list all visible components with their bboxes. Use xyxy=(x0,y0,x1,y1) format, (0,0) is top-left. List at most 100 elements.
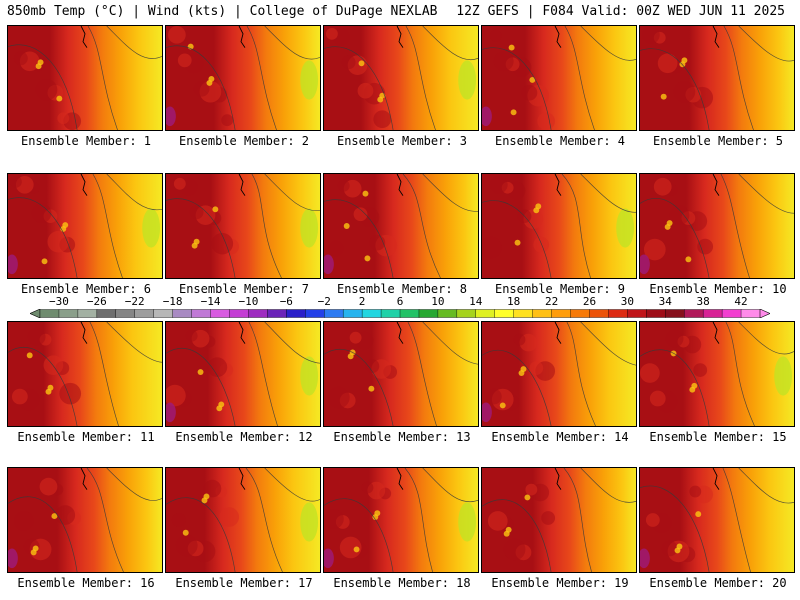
temperature-field xyxy=(324,322,478,426)
temperature-field xyxy=(166,174,320,278)
colorbar-swatch xyxy=(532,309,553,318)
ensemble-member-map xyxy=(165,321,321,427)
colorbar-swatch xyxy=(627,309,647,318)
colorbar-swatch xyxy=(608,309,628,318)
colorbar-swatch xyxy=(229,309,249,318)
colorbar-tick-labels: −30 −26 −22 −18 −14 −10 −6 −2 2 6 10 14 18 22 26 30 34 38… xyxy=(0,295,800,309)
colorbar-swatch xyxy=(77,309,98,318)
temperature-field xyxy=(324,468,478,572)
colorbar-swatch xyxy=(58,309,79,318)
colorbar-swatch xyxy=(494,309,515,318)
colorbar-tick-label: 18 xyxy=(507,295,521,308)
colorbar-swatch xyxy=(399,309,420,318)
colorbar-swatch xyxy=(684,309,704,318)
ensemble-member-map xyxy=(481,467,637,573)
colorbar-swatch xyxy=(361,309,382,318)
ensemble-member-label: Ensemble Member: 12 xyxy=(175,430,313,444)
colorbar-swatch xyxy=(513,309,534,318)
temperature-field xyxy=(8,322,162,426)
ensemble-member-label: Ensemble Member: 6 xyxy=(20,282,152,296)
colorbar-swatch xyxy=(39,309,60,318)
colorbar-swatch xyxy=(286,309,306,318)
colorbar-swatch xyxy=(191,309,212,318)
colorbar-tick-label: −18 xyxy=(162,295,183,308)
ensemble-member-label: Ensemble Member: 5 xyxy=(652,134,784,148)
colorbar-tick-label: 38 xyxy=(696,295,710,308)
colorbar-swatch xyxy=(380,309,401,318)
colorbar-tick-label: 6 xyxy=(396,295,404,308)
ensemble-member-map xyxy=(7,173,163,279)
ensemble-member-label: Ensemble Member: 10 xyxy=(649,282,787,296)
ensemble-member-map xyxy=(481,321,637,427)
ensemble-member-map xyxy=(323,25,479,131)
ensemble-member-map xyxy=(323,467,479,573)
ensemble-member-label: Ensemble Member: 15 xyxy=(649,430,787,444)
colorbar-swatch xyxy=(210,309,230,318)
colorbar-tick-label: −22 xyxy=(124,295,145,308)
temperature-field xyxy=(640,26,794,130)
ensemble-member-map xyxy=(165,173,321,279)
ensemble-member-label: Ensemble Member: 3 xyxy=(336,134,468,148)
ensemble-member-label: Ensemble Member: 14 xyxy=(491,430,629,444)
colorbar-swatch xyxy=(324,309,344,318)
temperature-field xyxy=(166,322,320,426)
ensemble-member-map xyxy=(7,467,163,573)
temperature-field xyxy=(640,322,794,426)
colorbar-swatch xyxy=(305,309,325,318)
ensemble-member-map xyxy=(639,467,795,573)
colorbar-tick-label: −26 xyxy=(86,295,107,308)
temperature-field xyxy=(166,26,320,130)
temperature-field xyxy=(8,174,162,278)
colorbar-swatch xyxy=(702,309,723,318)
ensemble-member-map xyxy=(639,25,795,131)
ensemble-member-label: Ensemble Member: 13 xyxy=(333,430,471,444)
colorbar-swatch xyxy=(721,309,742,318)
colorbar-swatch xyxy=(437,309,458,318)
colorbar-tick-label: −10 xyxy=(238,295,259,308)
colorbar-swatch xyxy=(418,309,439,318)
ensemble-member-label: Ensemble Member: 16 xyxy=(17,576,155,590)
colorbar-swatch xyxy=(589,309,609,318)
ensemble-member-label: Ensemble Member: 18 xyxy=(333,576,471,590)
colorbar-swatch xyxy=(740,309,761,318)
ensemble-member-map xyxy=(323,173,479,279)
ensemble-member-map xyxy=(323,321,479,427)
colorbar-tick-label: 22 xyxy=(544,295,559,308)
colorbar-tick-label: 14 xyxy=(469,295,483,308)
ensemble-member-map xyxy=(7,321,163,427)
colorbar-swatch xyxy=(267,309,287,318)
ensemble-member-label: Ensemble Member: 7 xyxy=(178,282,310,296)
ensemble-member-label: Ensemble Member: 1 xyxy=(20,134,152,148)
ensemble-member-map xyxy=(165,467,321,573)
temperature-field xyxy=(8,468,162,572)
colorbar-max-arrow xyxy=(759,309,770,318)
temperature-field xyxy=(640,468,794,572)
colorbar-tick-label: 2 xyxy=(358,295,366,308)
colorbar-swatch xyxy=(646,309,666,318)
ensemble-member-map xyxy=(481,25,637,131)
ensemble-member-label: Ensemble Member: 2 xyxy=(178,134,310,148)
temperature-field xyxy=(482,174,636,278)
ensemble-member-map xyxy=(639,173,795,279)
temperature-field xyxy=(482,322,636,426)
colorbar-swatch xyxy=(665,309,685,318)
colorbar-swatch xyxy=(248,309,268,318)
temperature-field xyxy=(482,468,636,572)
ensemble-member-map xyxy=(7,25,163,131)
ensemble-member-label: Ensemble Member: 11 xyxy=(17,430,155,444)
colorbar-tick-label: 42 xyxy=(734,295,748,308)
temperature-field xyxy=(166,468,320,572)
colorbar-swatch xyxy=(570,309,590,318)
ensemble-member-label: Ensemble Member: 17 xyxy=(175,576,313,590)
colorbar-tick-label: 30 xyxy=(620,295,634,308)
colorbar-tick-label: −14 xyxy=(200,295,221,308)
colorbar-tick-label: −2 xyxy=(317,295,331,308)
colorbar-tick-label: −6 xyxy=(279,295,293,308)
temperature-colorbar xyxy=(30,309,770,318)
colorbar-tick-label: −30 xyxy=(49,295,69,308)
colorbar-swatch xyxy=(153,309,174,318)
ensemble-member-map xyxy=(165,25,321,131)
temperature-field xyxy=(324,174,478,278)
colorbar-swatch xyxy=(96,309,117,318)
colorbar-swatches xyxy=(30,309,770,318)
